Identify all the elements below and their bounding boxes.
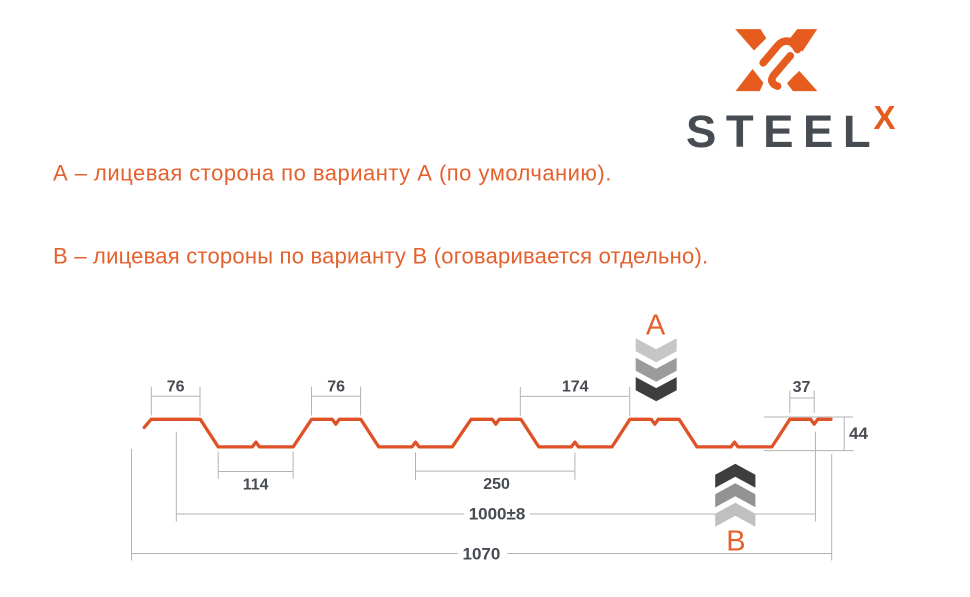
svg-text:STEEL: STEEL xyxy=(686,106,880,157)
svg-text:76: 76 xyxy=(167,378,185,395)
svg-text:114: 114 xyxy=(243,476,269,493)
svg-text:А: А xyxy=(646,309,666,341)
svg-text:1070: 1070 xyxy=(462,544,500,563)
svg-text:В – лицевая стороны по вариант: В – лицевая стороны по варианту В (огова… xyxy=(53,244,708,269)
svg-text:А – лицевая сторона по вариант: А – лицевая сторона по варианту А (по ум… xyxy=(53,161,612,186)
svg-text:37: 37 xyxy=(793,379,811,396)
svg-text:1000±8: 1000±8 xyxy=(469,504,526,523)
svg-text:76: 76 xyxy=(327,378,345,395)
svg-text:В: В xyxy=(726,526,745,558)
svg-text:174: 174 xyxy=(562,378,589,395)
svg-text:X: X xyxy=(874,99,896,136)
svg-text:44: 44 xyxy=(849,424,868,443)
svg-text:250: 250 xyxy=(483,476,510,493)
